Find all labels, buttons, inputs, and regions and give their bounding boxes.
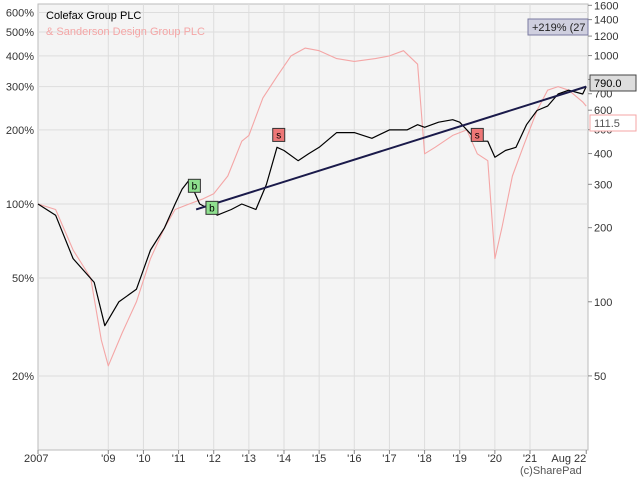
left-tick-label: 100% [6,199,34,211]
buy-marker [205,200,219,215]
sell-marker [272,127,286,142]
legend-series-1: & Sanderson Design Group PLC [46,26,205,38]
right-tick-label: 200 [594,223,612,235]
x-tick-label: 2007 [24,453,48,465]
left-tick-label: 300% [6,82,34,94]
trade-markers: bb s s [187,127,484,215]
legend-series-0: Colefax Group PLC [46,10,141,22]
right-tick-label: 50 [594,371,606,383]
sell-marker [470,127,484,142]
x-tick-label: '16 [347,453,361,465]
series-layer [37,47,587,367]
x-tick-label: '11 [172,453,186,465]
right-tick-label: 300 [594,179,612,191]
left-tick-label: 50% [12,273,34,285]
trendline-layer [195,85,587,211]
left-tick-label: 600% [6,8,34,20]
series-line-1 [37,47,587,367]
x-tick-label: '12 [207,453,221,465]
x-tick-label: '17 [382,453,396,465]
pct-change-label: +219% (27 [532,22,586,34]
right-tick-label: 1600 [594,0,618,12]
last-price-box [589,74,637,92]
right-tick-label: 1200 [594,31,618,43]
x-tick-label: '15 [312,453,326,465]
marker-label: s [475,130,480,141]
x-tick-label: '20 [488,453,502,465]
left-tick-label: 500% [6,27,34,39]
plot-area [37,3,589,451]
pct-change-box [527,18,589,36]
x-tick-label: '09 [101,453,115,465]
left-tick-label: 200% [6,125,34,137]
grid [38,4,588,450]
x-tick-label: '14 [277,453,291,465]
watermark: (c)SharePad [520,465,582,477]
right-tick-label: 100 [594,297,612,309]
marker-label: s [276,130,281,141]
right-tick-label: 700 [594,89,612,101]
right-tick-label: 600 [594,105,612,117]
series-line-0 [37,86,587,327]
trendline [195,85,587,211]
right-tick-label: 1400 [594,15,618,27]
marker-label: b [192,181,198,192]
marker-label: b [209,203,215,214]
buy-marker [187,178,201,193]
other-price-box [589,114,637,132]
last-price-label: 790.0 [594,78,622,90]
x-axis-ticks: 2007 '09 '10 '11 '12 '13 '14 '15 '16 '17 '18 '19 '20… [24,450,587,465]
right-tick-label: 1000 [594,51,618,63]
x-tick-label: Aug 22 [551,453,586,465]
x-tick-label: '18 [417,453,431,465]
left-tick-label: 20% [12,371,34,383]
left-axis-ticks: 600% 500% 400% 300% 200% 100% 50% 20% [6,8,34,383]
x-tick-label: '13 [242,453,256,465]
x-tick-label: '10 [136,453,150,465]
right-tick-label: 400 [594,149,612,161]
x-tick-label: '19 [453,453,467,465]
other-price-label: 111.5 [594,118,620,130]
left-tick-label: 400% [6,51,34,63]
x-tick-label: '21 [523,453,537,465]
